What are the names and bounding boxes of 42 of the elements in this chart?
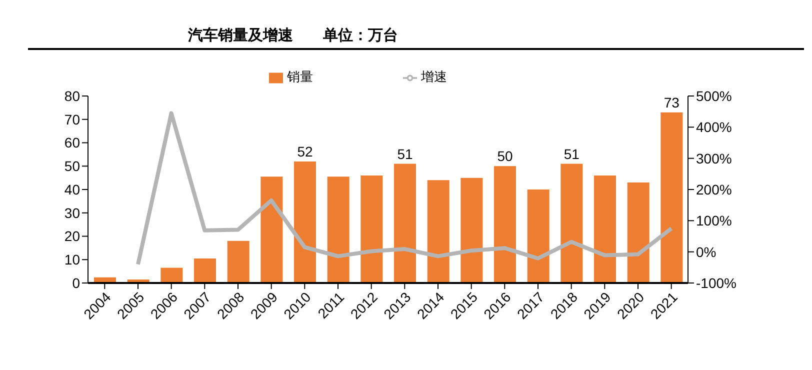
chart-title: 汽车销量及增速 xyxy=(188,27,293,44)
bar xyxy=(494,166,516,283)
bar xyxy=(627,182,650,283)
y2-tick-label: 400% xyxy=(696,119,732,136)
y2-tick-label: -100% xyxy=(696,274,736,291)
data-label: 51 xyxy=(564,146,580,162)
y-tick-label: 70 xyxy=(64,111,80,128)
data-label: 51 xyxy=(397,146,413,162)
y2-tick-label: 0% xyxy=(696,244,716,260)
y-tick-label: 0 xyxy=(72,274,80,291)
data-label: 50 xyxy=(497,148,513,164)
bar xyxy=(460,178,483,283)
y-tick-label: 60 xyxy=(64,134,80,151)
bar xyxy=(560,164,583,283)
bar xyxy=(227,240,250,283)
bar xyxy=(327,176,350,283)
legend-label: 增速 xyxy=(421,69,447,84)
chart-subtitle: 单位：万台 xyxy=(323,27,398,44)
bar xyxy=(260,176,283,283)
line-series xyxy=(136,111,674,266)
y2-tick-label: 100% xyxy=(696,212,732,229)
y-tick-label: 40 xyxy=(64,181,80,198)
bar xyxy=(427,180,450,283)
bar xyxy=(594,175,616,283)
bar xyxy=(394,164,416,283)
bar xyxy=(527,190,550,283)
data-label: 52 xyxy=(297,143,313,160)
y-tick-label: 10 xyxy=(64,252,80,268)
data-label: 73 xyxy=(664,94,680,110)
bar xyxy=(360,175,383,283)
bar xyxy=(194,258,216,283)
y-tick-label: 50 xyxy=(64,158,80,174)
bar xyxy=(160,268,183,283)
y-tick-label: 20 xyxy=(64,228,80,244)
y2-tick-label: 300% xyxy=(696,150,732,166)
y-tick-label: 80 xyxy=(64,88,80,104)
y2-tick-label: 500% xyxy=(696,88,732,104)
bar xyxy=(294,161,316,283)
y-tick-label: 30 xyxy=(64,204,80,221)
legend-label: 销量 xyxy=(287,69,313,84)
y2-tick-label: 200% xyxy=(696,181,732,198)
bar xyxy=(660,112,683,283)
